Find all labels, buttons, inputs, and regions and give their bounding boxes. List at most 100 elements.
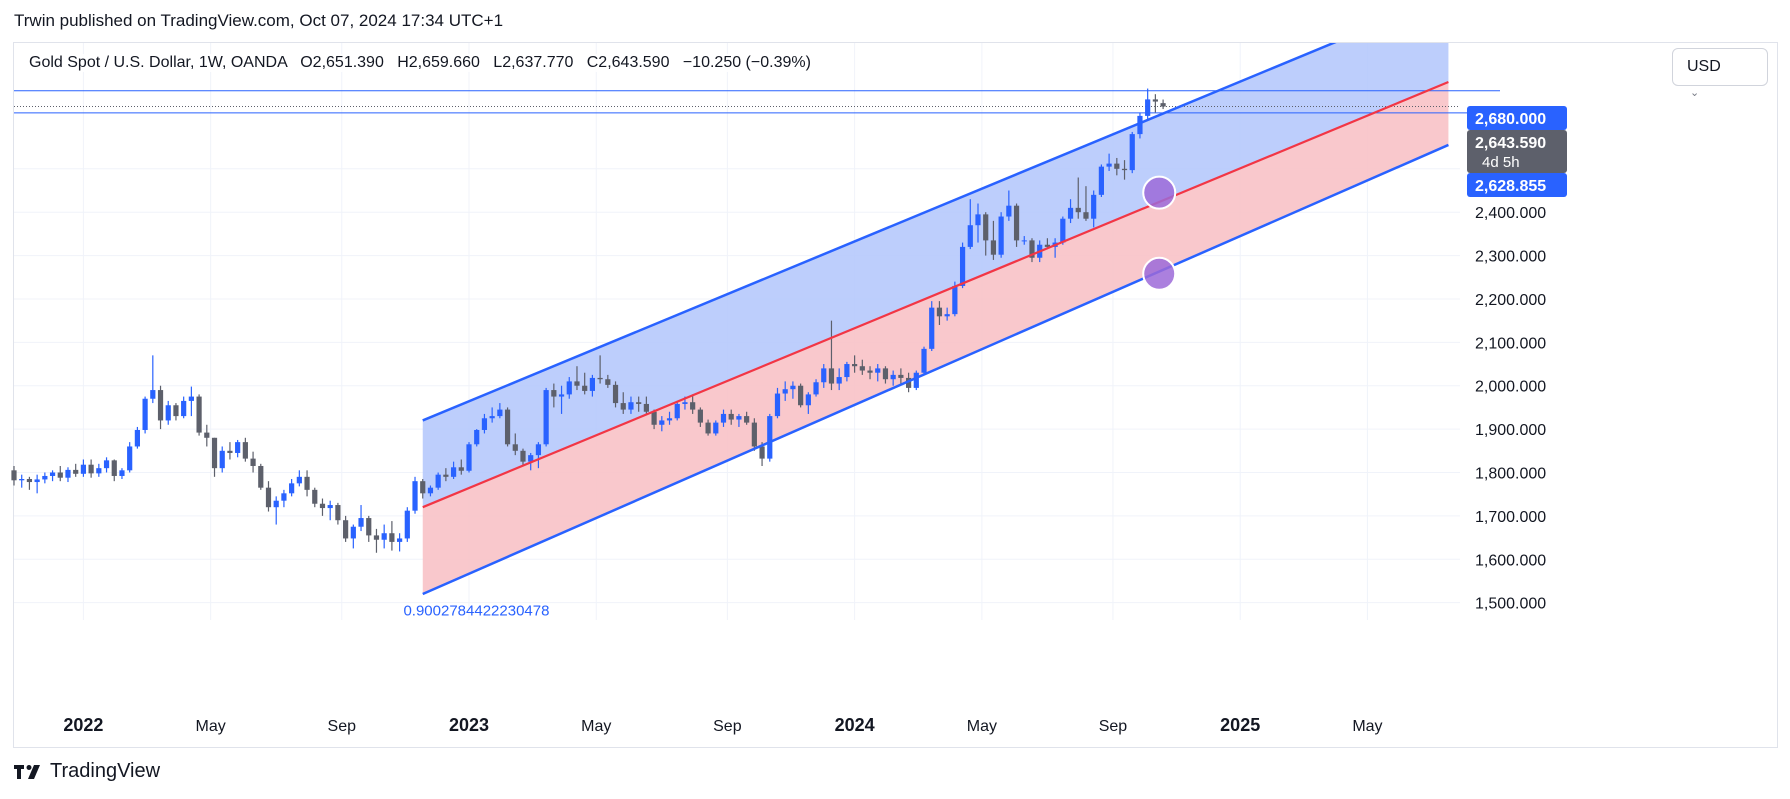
candle bbox=[327, 500, 333, 521]
candle bbox=[836, 368, 842, 391]
candle-body bbox=[111, 460, 117, 476]
candle bbox=[250, 451, 256, 473]
candle bbox=[188, 386, 194, 417]
price-label-bg bbox=[1467, 173, 1567, 197]
price-axis: 1,500.000 1,600.000 1,700.000 1,800.000 1,90… bbox=[1467, 106, 1567, 613]
candle bbox=[751, 418, 757, 451]
time-tick-label: Sep bbox=[1099, 718, 1128, 735]
candle-body bbox=[211, 437, 218, 469]
candle-body bbox=[867, 370, 873, 373]
candle-body bbox=[1083, 212, 1089, 219]
candle-body bbox=[134, 429, 140, 447]
candle-body bbox=[265, 487, 272, 508]
candle-body bbox=[157, 390, 164, 421]
currency-button[interactable]: USD bbox=[1672, 48, 1768, 86]
candles bbox=[11, 88, 1166, 553]
candle-body bbox=[1021, 240, 1027, 242]
candle bbox=[1060, 216, 1066, 245]
price-tick-label: 1,600.000 bbox=[1475, 552, 1546, 569]
candle-body bbox=[296, 476, 302, 484]
tradingview-logo-icon bbox=[14, 764, 40, 779]
price-label-bg bbox=[1467, 106, 1567, 130]
time-tick-label: May bbox=[967, 718, 997, 735]
candle-body bbox=[913, 372, 919, 388]
legend-high-label: H bbox=[397, 54, 409, 71]
candle-body bbox=[859, 366, 865, 371]
candle bbox=[1121, 160, 1128, 180]
candle-body bbox=[381, 533, 387, 540]
candle-body bbox=[697, 409, 703, 423]
candle bbox=[103, 457, 110, 473]
candle-body bbox=[65, 469, 71, 478]
candle-body bbox=[597, 377, 603, 380]
candle-body bbox=[1114, 163, 1120, 169]
chart-frame[interactable] bbox=[13, 42, 1778, 748]
candle-body bbox=[551, 390, 557, 397]
candle-body bbox=[450, 467, 457, 477]
candle bbox=[1137, 112, 1143, 139]
candle-body bbox=[504, 409, 511, 445]
candle-body bbox=[1160, 103, 1166, 107]
footer-brand[interactable]: TradingView bbox=[14, 760, 160, 783]
candle bbox=[566, 377, 572, 399]
candle-body bbox=[890, 374, 896, 380]
candle bbox=[19, 474, 25, 488]
candle bbox=[643, 396, 649, 414]
candle bbox=[983, 212, 989, 256]
candle-body bbox=[343, 520, 349, 539]
candle bbox=[828, 320, 835, 391]
candle bbox=[397, 533, 403, 552]
channel-mid-line bbox=[422, 81, 1449, 509]
candle-body bbox=[828, 368, 835, 384]
candle bbox=[1098, 164, 1104, 198]
candle bbox=[620, 392, 626, 414]
price-tick-label: 1,700.000 bbox=[1475, 509, 1546, 526]
candle-body bbox=[543, 390, 549, 445]
legend-low-label: L bbox=[493, 54, 503, 71]
legend-symbol: Gold Spot / U.S. Dollar, 1W, OANDA bbox=[29, 54, 287, 71]
price-label-text: 2,628.855 bbox=[1475, 178, 1546, 195]
legend-high: 2,659.660 bbox=[408, 54, 480, 71]
candle-body bbox=[759, 446, 765, 459]
candle-body bbox=[983, 214, 989, 241]
candle bbox=[142, 396, 148, 434]
candle-body bbox=[929, 307, 935, 349]
candle bbox=[998, 212, 1004, 258]
candle bbox=[597, 355, 603, 384]
candle bbox=[936, 301, 943, 325]
candle-body bbox=[273, 500, 279, 508]
candle-body bbox=[1067, 207, 1074, 219]
candle bbox=[435, 472, 441, 490]
candle bbox=[343, 515, 349, 542]
candle bbox=[967, 199, 973, 250]
candle bbox=[1075, 177, 1081, 219]
chevron-down-icon: ⌄ bbox=[1690, 87, 1700, 99]
candle bbox=[1083, 186, 1089, 221]
candle bbox=[1013, 203, 1020, 247]
candle-body bbox=[373, 535, 380, 540]
candle-body bbox=[204, 432, 210, 438]
candle-body bbox=[19, 479, 25, 481]
candle-body bbox=[389, 533, 395, 542]
candle-body bbox=[959, 246, 966, 286]
candle-body bbox=[427, 487, 434, 494]
candle-body bbox=[628, 402, 634, 410]
candle bbox=[605, 374, 611, 388]
countdown-label: 4d 5h bbox=[1482, 154, 1520, 171]
candle bbox=[790, 381, 796, 399]
candle bbox=[265, 481, 272, 512]
candle bbox=[474, 429, 480, 447]
candle bbox=[736, 413, 742, 427]
legend-open-label: O bbox=[300, 54, 313, 71]
candle bbox=[335, 502, 341, 525]
candle-body bbox=[1098, 166, 1104, 195]
candle bbox=[1067, 199, 1074, 224]
candle bbox=[350, 524, 356, 549]
candle-body bbox=[898, 374, 904, 378]
candle-body bbox=[1029, 240, 1035, 258]
candle bbox=[157, 385, 164, 430]
price-label-tag: 2,643.590 4d 5h bbox=[1467, 130, 1567, 173]
candle-body bbox=[651, 411, 657, 425]
candle-body bbox=[535, 444, 542, 456]
